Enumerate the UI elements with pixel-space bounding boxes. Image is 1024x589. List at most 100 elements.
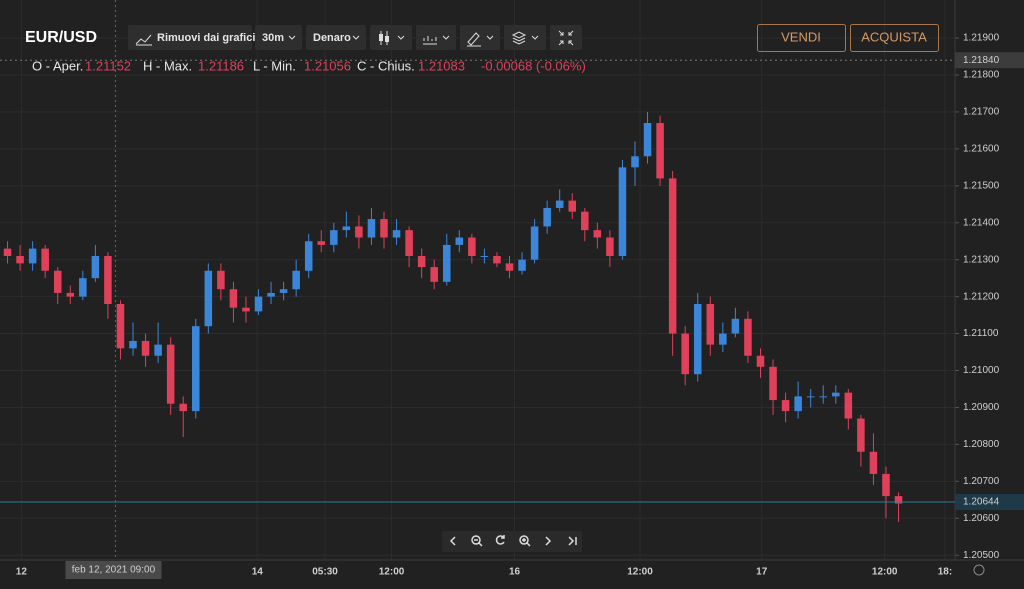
candle-body — [894, 496, 903, 504]
zoom-out[interactable] — [471, 535, 481, 545]
ohlc-value: 1.21056 — [304, 58, 351, 73]
candle-body — [819, 396, 827, 398]
symbol: EUR/USD — [25, 29, 97, 46]
ohlc-value: 1.21152 — [85, 58, 131, 73]
candle-body — [618, 167, 627, 256]
candle-body — [91, 255, 100, 279]
crosshair-y-box — [955, 52, 1024, 69]
candle-body — [41, 248, 49, 271]
ohlc-value: 1.21083 — [418, 58, 465, 73]
candle-body — [204, 270, 213, 327]
candle-body — [555, 200, 564, 208]
y-tick-label: 1.21600 — [963, 144, 1000, 155]
remove-button[interactable] — [128, 25, 252, 50]
x-tick-label: 17 — [756, 567, 768, 578]
last-price-box — [955, 494, 1024, 511]
sell-button[interactable] — [757, 24, 846, 52]
candle-body — [430, 267, 438, 282]
y-tick-label: 1.21200 — [963, 291, 1000, 302]
buy-button[interactable] — [850, 24, 939, 52]
price-type-label: Denaro — [313, 32, 351, 44]
x-tick-label: 12:00 — [872, 567, 898, 578]
candle-body — [480, 255, 489, 257]
candle-body — [543, 207, 551, 227]
price-type-button[interactable] — [306, 25, 366, 50]
chevron — [288, 35, 296, 40]
candle-body — [656, 123, 664, 179]
candle-body — [154, 344, 162, 356]
chevron — [531, 35, 539, 40]
candle-body — [593, 230, 602, 238]
candle-body — [367, 219, 376, 238]
ohlc-value: 1.21186 — [198, 58, 244, 73]
candle-body — [606, 237, 614, 256]
ohlc-label: L - Min. — [253, 58, 296, 73]
zoom-in[interactable] — [519, 535, 529, 545]
settings-icon[interactable] — [973, 564, 985, 576]
candle-body — [781, 400, 790, 412]
scroll-right[interactable] — [545, 536, 552, 546]
candle-body — [79, 278, 87, 297]
buy-label: ACQUISTA — [861, 29, 927, 44]
icon — [467, 32, 481, 47]
ohlc-label: O - Aper. — [32, 58, 83, 73]
crosshair-y-label: 1.21840 — [963, 55, 1000, 66]
y-tick-label: 1.21100 — [963, 328, 999, 339]
icon — [474, 539, 483, 547]
candle-body — [530, 226, 539, 260]
candle-body — [217, 270, 225, 290]
y-tick-label: 1.20700 — [963, 476, 1000, 487]
ohlc-change: -0.00068 (-0.06%) — [481, 58, 586, 73]
y-tick-label: 1.21000 — [963, 365, 1000, 376]
candle-body — [330, 230, 338, 245]
candle-body — [455, 237, 464, 245]
candle-body — [493, 255, 501, 264]
candle-body — [166, 344, 175, 404]
x-tick-label: 05:30 — [312, 567, 338, 578]
candle-body — [681, 333, 689, 375]
candle-body — [304, 241, 313, 271]
candle-body — [179, 403, 187, 412]
candle-body — [744, 318, 752, 356]
remove-label: Rimuovi dai grafici — [157, 32, 255, 44]
y-tick-label: 1.20500 — [963, 550, 1000, 561]
candle-body — [806, 396, 815, 398]
x-tick-label: 16 — [509, 567, 521, 578]
last-price-label: 1.20644 — [963, 497, 1000, 508]
candle-body — [731, 318, 740, 334]
candle-body — [242, 307, 250, 312]
candle-body — [417, 255, 426, 268]
candle-body — [129, 340, 137, 349]
ohlc-label: H - Max. — [143, 58, 192, 73]
candle-body — [28, 248, 37, 264]
candle-body — [267, 292, 275, 297]
candle-body — [16, 255, 24, 264]
candle-body — [794, 396, 802, 412]
scroll-left[interactable] — [449, 536, 456, 546]
nav-bar — [442, 531, 582, 552]
x-tick-label: 12 — [16, 567, 28, 578]
y-tick-label: 1.20800 — [963, 439, 1000, 450]
icon — [379, 34, 383, 41]
crosshair-x-label: feb 12, 2021 09:00 — [72, 565, 156, 576]
candle-body — [355, 226, 363, 238]
candle-body — [706, 304, 715, 345]
candle-body — [116, 304, 125, 349]
layers-button[interactable] — [504, 25, 546, 50]
ohlc-label: C - Chius. — [357, 58, 415, 73]
candle-body — [756, 355, 765, 367]
scroll-end[interactable] — [568, 536, 577, 546]
icon — [522, 538, 531, 547]
y-tick-label: 1.21800 — [963, 70, 1000, 81]
chart-type-button[interactable] — [370, 25, 412, 50]
sell-label: VENDI — [781, 29, 821, 44]
candle-body — [292, 270, 300, 290]
icon — [385, 36, 389, 42]
interval-button[interactable] — [255, 25, 302, 50]
chevron — [486, 35, 494, 40]
candle-body — [882, 473, 890, 497]
fullscreen-button[interactable] — [550, 25, 582, 50]
reset[interactable] — [495, 535, 505, 545]
